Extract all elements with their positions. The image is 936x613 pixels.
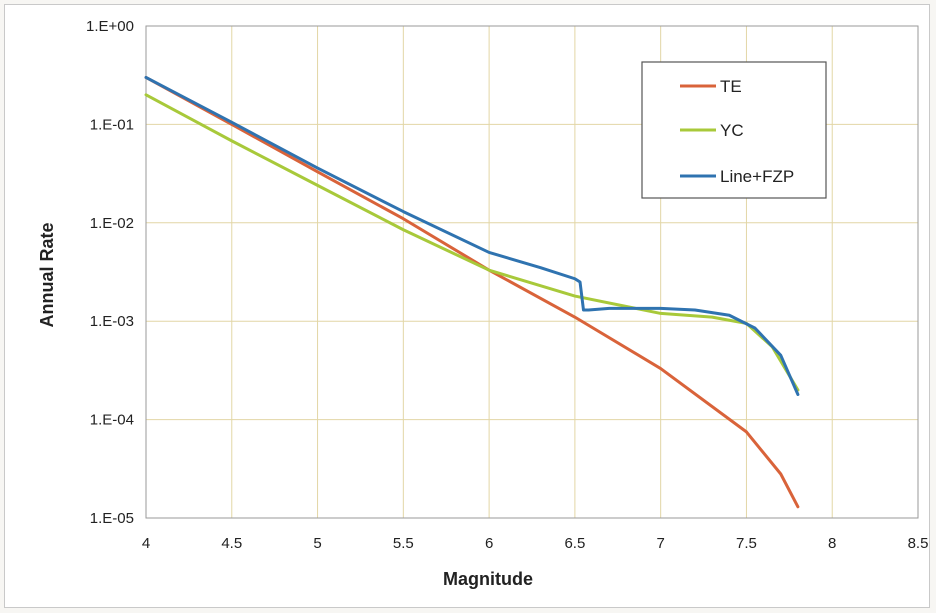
series-line-yc	[144, 93, 800, 392]
legend-box	[641, 61, 827, 199]
x-tick-label: 8	[828, 535, 836, 552]
x-tick-label: 7.5	[736, 535, 757, 552]
x-tick-label: 6.5	[564, 535, 585, 552]
legend: TE YC Line+FZP	[641, 61, 827, 199]
x-tick-label: 5.5	[393, 535, 414, 552]
y-tick-label: 1.E-01	[90, 116, 134, 133]
y-axis-title: Annual Rate	[37, 222, 57, 327]
x-axis-title: Magnitude	[443, 569, 533, 589]
x-tick-label: 8.5	[908, 535, 929, 552]
plot-area	[145, 25, 919, 519]
y-tick-label: 1.E-03	[90, 313, 134, 330]
x-tick-label: 5	[313, 535, 321, 552]
series-line-te	[144, 75, 800, 509]
series-line-line-fzp	[144, 75, 800, 396]
legend-label-line-fzp: Line+FZP	[720, 167, 794, 186]
x-tick-label: 7	[656, 535, 664, 552]
y-tick-label: 1.E-04	[90, 412, 134, 429]
x-tick-label: 4.5	[221, 535, 242, 552]
y-tick-label: 1.E+00	[86, 18, 134, 35]
x-tick-label: 4	[142, 535, 150, 552]
x-tick-label: 6	[485, 535, 493, 552]
legend-label-te: TE	[720, 77, 742, 96]
y-tick-label: 1.E-02	[90, 215, 134, 232]
series-lines	[144, 75, 800, 509]
legend-label-yc: YC	[720, 121, 744, 140]
y-axis-ticks: 1.E+00 1.E-01 1.E-02 1.E-03 1.E-04 1.E-05	[86, 18, 134, 527]
y-tick-label: 1.E-05	[90, 510, 134, 527]
x-axis-ticks: 4 4.5 5 5.5 6 6.5 7 7.5 8 8.5	[142, 535, 929, 552]
